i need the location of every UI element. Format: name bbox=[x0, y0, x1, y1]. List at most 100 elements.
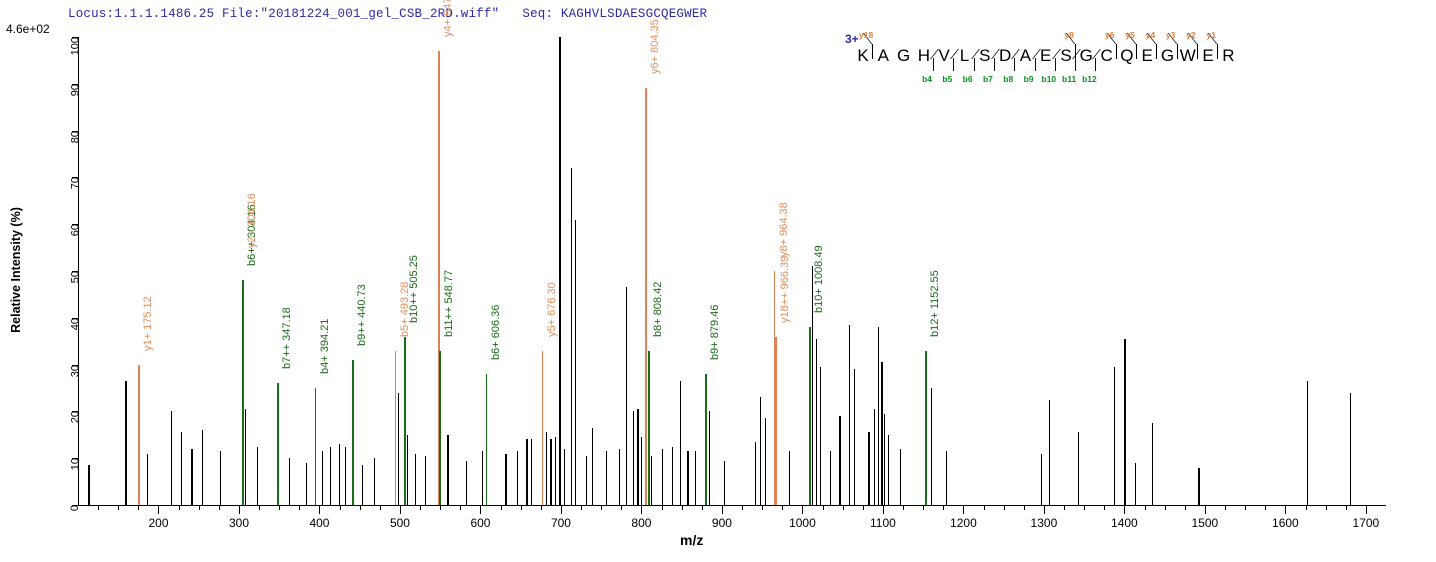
y-axis-title: Relative Intensity (%) bbox=[9, 207, 23, 333]
peak-annotation-stem bbox=[705, 373, 707, 505]
y-ion-label: y18 bbox=[859, 30, 874, 40]
peak-bar bbox=[591, 427, 593, 505]
peak-label: b10++ 505.25 bbox=[408, 254, 421, 323]
sequence-residue: H bbox=[917, 46, 931, 65]
file-text: File:"20181224_001_gel_CSB_2RD.wiff" bbox=[222, 7, 500, 21]
peak-bar bbox=[415, 453, 417, 505]
sequence-residue: S bbox=[979, 46, 991, 65]
x-tick-label: 800 bbox=[631, 516, 652, 530]
sequence-residue: G bbox=[1079, 46, 1093, 65]
y-tick-label: 10 bbox=[69, 458, 81, 471]
peak-bar bbox=[687, 451, 689, 505]
y-ion-label: y6 bbox=[1105, 30, 1115, 40]
b-ion-bracket bbox=[1034, 58, 1036, 71]
x-tick-minor bbox=[339, 505, 341, 510]
peak-label: y6+ 804.35 bbox=[648, 19, 661, 75]
x-tick-minor bbox=[842, 505, 844, 510]
sequence-residue: K bbox=[857, 46, 869, 65]
peak-annotation-stem bbox=[541, 350, 544, 505]
y-tick-mark bbox=[72, 224, 78, 226]
peak-bar bbox=[632, 411, 634, 505]
peak-bar bbox=[147, 453, 149, 505]
peak-bar bbox=[191, 448, 193, 505]
x-tick-minor bbox=[1305, 505, 1307, 510]
peak-bar bbox=[564, 448, 566, 505]
x-tick-minor bbox=[742, 505, 744, 510]
peak-bar bbox=[345, 446, 347, 505]
sequence-residue: E bbox=[1141, 46, 1153, 65]
x-tick-minor bbox=[782, 505, 784, 510]
peak-label: y18++ 966.39 bbox=[779, 255, 792, 323]
peak-bar bbox=[637, 409, 639, 505]
x-tick-label: 500 bbox=[389, 516, 410, 530]
y-tick-mark bbox=[72, 364, 78, 366]
peak-bar bbox=[672, 446, 674, 505]
b-ion-label: b10 bbox=[1041, 74, 1057, 84]
peak-bar bbox=[849, 324, 851, 505]
peak-bar bbox=[256, 446, 258, 505]
y-tick-mark bbox=[72, 37, 78, 38]
peak-bar bbox=[661, 448, 663, 505]
x-tick-minor bbox=[943, 505, 945, 510]
x-tick-minor bbox=[581, 505, 583, 510]
b-ion-label: b7 bbox=[982, 74, 993, 84]
peak-label: b9++ 440.73 bbox=[356, 284, 369, 346]
x-tick-label: 200 bbox=[148, 516, 169, 530]
y-ion-bracket bbox=[1217, 44, 1219, 59]
sequence-residue: E bbox=[1202, 46, 1214, 65]
y-tick-mark bbox=[72, 458, 78, 460]
peak-bar bbox=[570, 168, 572, 505]
y-ion-label: y2 bbox=[1186, 30, 1196, 40]
sequence-residue: C bbox=[1100, 46, 1113, 65]
x-tick-minor bbox=[1104, 505, 1106, 510]
mass-spectrum-plot: 0 10 20 30 40 50 60 70 80 90 100 y1+ 175.12 b6++ 30… bbox=[69, 0, 1386, 511]
x-tick-minor bbox=[1265, 505, 1267, 510]
x-tick-minor bbox=[279, 505, 281, 510]
x-tick-major bbox=[480, 505, 482, 514]
b-ion-bracket bbox=[973, 58, 975, 71]
peak-bar bbox=[288, 458, 291, 505]
peak-bar bbox=[881, 362, 883, 505]
b-ion-label: b8 bbox=[1003, 74, 1014, 84]
y-tick-label: 90 bbox=[69, 83, 81, 97]
x-tick-minor bbox=[500, 505, 502, 510]
y-tick-label: 100 bbox=[69, 37, 81, 56]
peak-annotation-stem bbox=[352, 359, 354, 505]
x-tick-minor bbox=[118, 505, 120, 510]
y-tick-mark bbox=[72, 83, 78, 85]
x-tick-label: 1300 bbox=[1030, 516, 1058, 530]
peak-annotation-stem bbox=[138, 364, 141, 505]
peak-label: y5+ 676.30 bbox=[545, 281, 558, 337]
x-tick-major bbox=[1204, 505, 1206, 514]
peak-label: b7++ 347.18 bbox=[280, 307, 293, 370]
y-tick-mark bbox=[72, 317, 78, 319]
peak-bar bbox=[374, 458, 376, 505]
x-tick-minor bbox=[1164, 505, 1166, 510]
x-tick-label: 1000 bbox=[789, 516, 816, 530]
peak-label: b12+ 1152.55 bbox=[929, 269, 942, 337]
peak-annotation-stem bbox=[485, 373, 488, 505]
peak-label: b6+ 606.36 bbox=[489, 304, 502, 360]
x-tick-major bbox=[963, 505, 965, 514]
peak-label: y1+ 175.12 bbox=[142, 295, 155, 351]
x-tick-label: 1400 bbox=[1111, 516, 1138, 530]
peak-bar bbox=[305, 462, 307, 505]
b-ion-bracket bbox=[1075, 58, 1077, 71]
peak-bar bbox=[424, 455, 427, 505]
x-tick-major bbox=[1285, 505, 1287, 514]
peak-bar bbox=[878, 327, 880, 505]
x-tick-minor bbox=[701, 505, 703, 510]
x-axis-title: m/z bbox=[680, 532, 704, 548]
x-tick-minor bbox=[440, 505, 442, 510]
peak-bar bbox=[680, 380, 682, 505]
b-ion-bracket bbox=[1014, 58, 1016, 71]
charge-state-label: 3+ bbox=[845, 32, 859, 46]
peak-bar bbox=[1048, 399, 1050, 505]
peak-bar bbox=[1124, 338, 1126, 505]
peak-bar bbox=[764, 418, 766, 505]
peak-label: b11++ 548.77 bbox=[443, 269, 456, 337]
x-tick-minor bbox=[1325, 505, 1327, 510]
y-ion-bracket bbox=[1156, 44, 1158, 59]
x-tick-label: 700 bbox=[550, 516, 571, 530]
